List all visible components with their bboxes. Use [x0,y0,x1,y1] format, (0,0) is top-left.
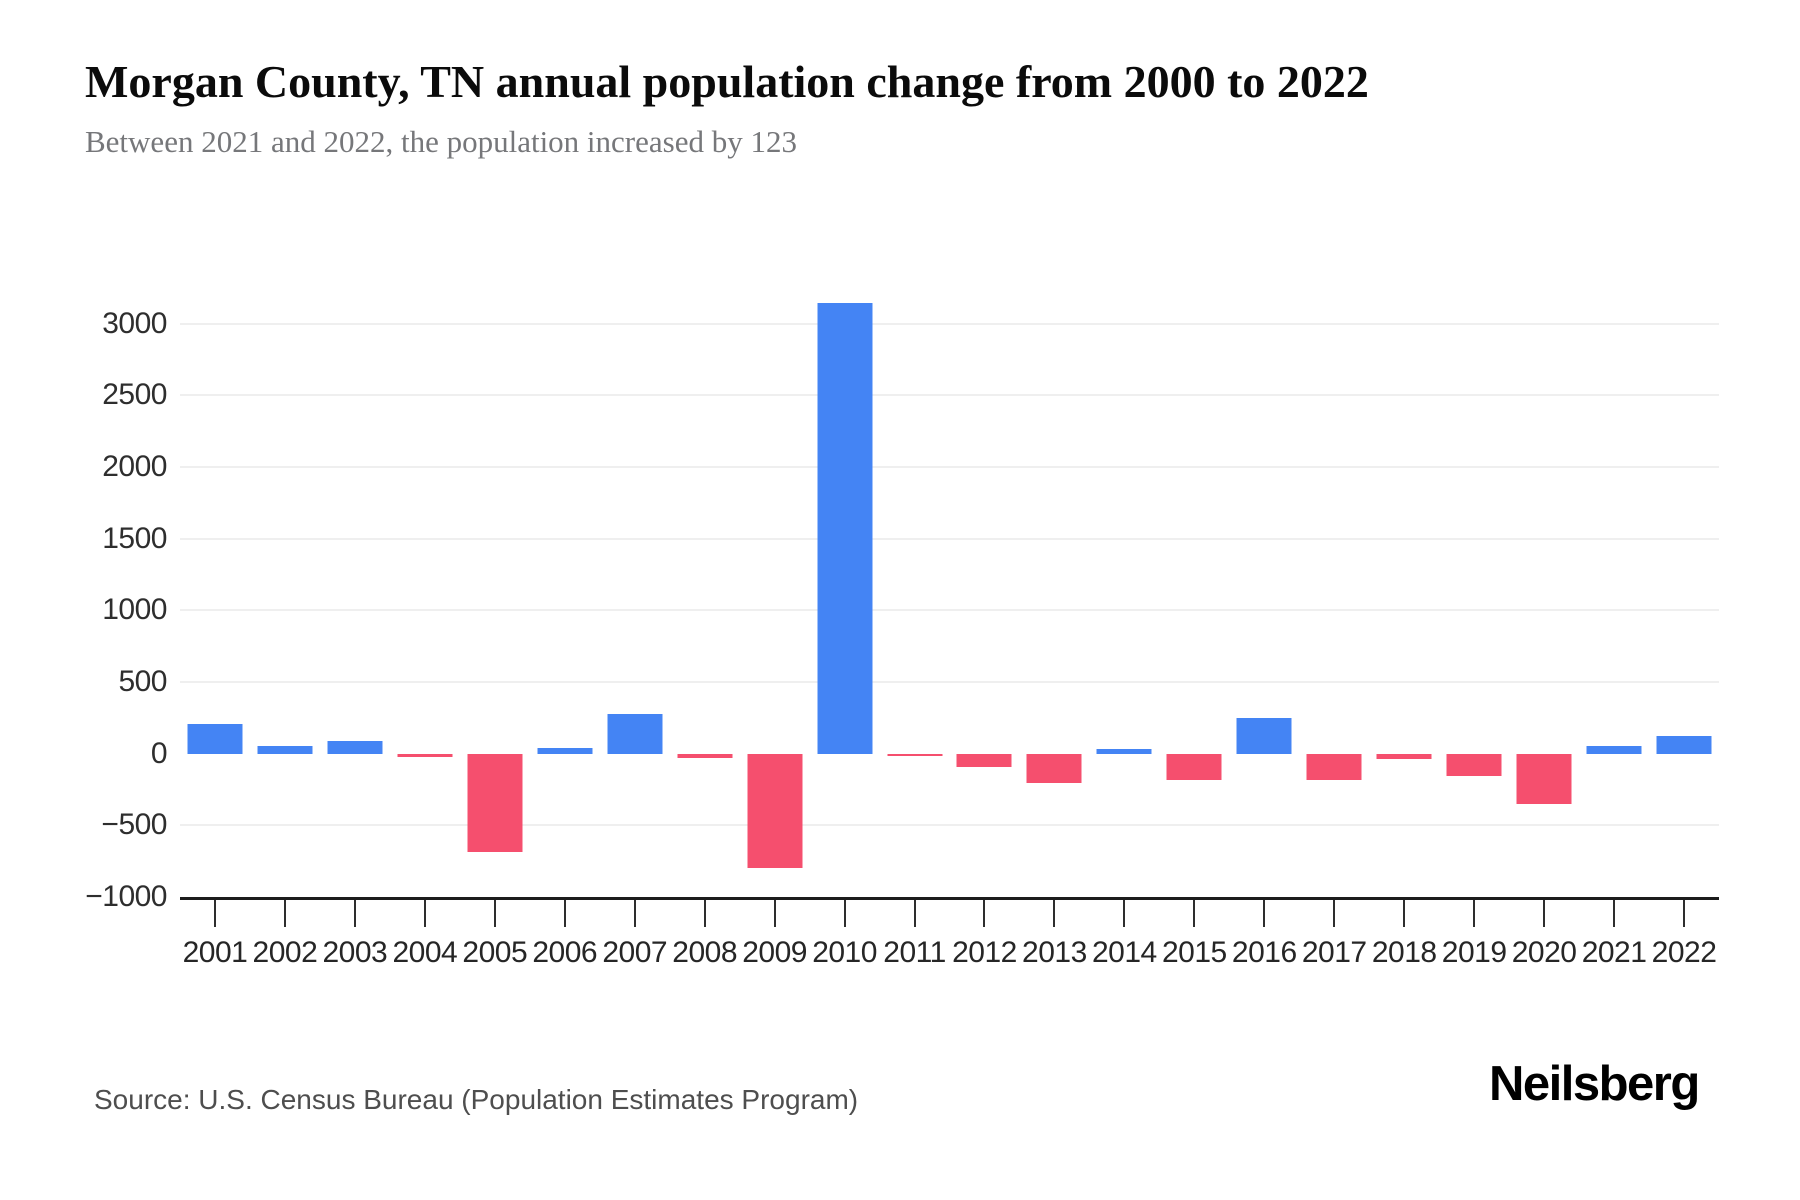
bar-2013[interactable] [1026,753,1082,784]
x-tick-label-2010: 2010 [812,936,877,969]
x-tick-2005 [493,900,496,927]
x-tick-2014 [1123,900,1126,927]
x-axis-ticks [180,900,1719,930]
x-tick-label-2017: 2017 [1301,936,1367,969]
y-tick-label-2500: 2500 [102,378,167,412]
x-tick-label-2022: 2022 [1651,936,1717,969]
x-tick-label-2006: 2006 [532,936,598,969]
x-tick-label-2005: 2005 [462,936,528,969]
x-tick-label-2003: 2003 [322,936,388,969]
x-tick-label-2018: 2018 [1371,936,1437,969]
x-tick-label-2001: 2001 [182,936,248,969]
y-tick-label-1500: 1500 [102,521,167,555]
x-tick-2008 [703,900,706,927]
x-tick-2009 [773,900,776,927]
x-tick-label-2011: 2011 [883,936,946,969]
y-tick-label--1000: −1000 [85,880,167,913]
bar-2016[interactable] [1236,717,1292,754]
bar-2020[interactable] [1516,753,1572,804]
bar-2022[interactable] [1656,736,1712,754]
y-tick-label-500: 500 [118,665,167,698]
x-tick-2022 [1683,900,1686,927]
gridline-2000 [180,466,1719,468]
x-tick-2019 [1473,900,1476,927]
x-tick-2015 [1193,900,1196,927]
x-tick-label-2016: 2016 [1231,936,1297,969]
source-attribution: Source: U.S. Census Bureau (Population E… [94,1084,859,1115]
bar-2005[interactable] [467,753,523,852]
x-tick-2021 [1613,900,1616,927]
x-tick-2007 [633,900,636,927]
x-tick-label-2015: 2015 [1161,936,1227,969]
y-axis-labels: 3000 2500 2000 1500 1000 500 0 −500 −1000 [0,295,168,913]
y-tick-label-3000: 3000 [102,306,167,340]
y-tick-label-0: 0 [150,736,168,770]
x-tick-2011 [913,900,916,927]
x-tick-2013 [1053,900,1056,927]
x-tick-2020 [1543,900,1546,927]
bar-2009[interactable] [747,753,803,869]
x-tick-label-2008: 2008 [672,936,738,969]
y-tick-label--500: −500 [101,808,167,842]
bar-2014[interactable] [1096,748,1152,754]
bar-2006[interactable] [537,747,593,754]
bar-2010[interactable] [817,302,873,754]
x-tick-2016 [1263,900,1266,927]
bar-2012[interactable] [956,753,1012,768]
bar-2015[interactable] [1166,753,1222,781]
x-tick-label-2013: 2013 [1022,936,1087,969]
bar-2004[interactable] [397,753,453,758]
plot-area [180,295,1719,897]
y-tick-label-1000: 1000 [102,593,167,627]
x-tick-2017 [1333,900,1336,927]
bar-2019[interactable] [1446,753,1502,776]
x-tick-2010 [843,900,846,927]
chart-subtitle: Between 2021 and 2022, the population in… [85,124,797,159]
x-tick-2006 [563,900,566,927]
x-tick-2003 [353,900,356,927]
x-tick-label-2021: 2021 [1581,936,1647,969]
neilsberg-logo: Neilsberg [1489,1057,1700,1111]
x-tick-label-2012: 2012 [952,936,1017,969]
gridline-1500 [180,537,1719,540]
x-tick-2001 [213,900,216,927]
bar-2001[interactable] [187,723,243,754]
x-tick-label-2004: 2004 [392,936,458,969]
x-tick-2002 [283,900,286,927]
x-tick-2004 [423,900,426,927]
y-tick-label-2000: 2000 [102,450,167,483]
bar-2008[interactable] [677,753,733,758]
bar-2017[interactable] [1306,753,1362,781]
x-tick-label-2014: 2014 [1092,936,1157,969]
x-tick-2018 [1403,900,1406,927]
x-tick-label-2020: 2020 [1511,936,1577,969]
gridline--500 [180,824,1719,827]
chart-title: Morgan County, TN annual population chan… [85,56,1369,107]
bar-2003[interactable] [327,741,383,754]
x-axis-labels: 2001 2002 2003 2004 2005 2006 2007 2008 2009 2010… [180,936,1719,976]
gridline-500 [180,681,1719,683]
x-tick-label-2009: 2009 [742,936,807,969]
bar-2021[interactable] [1586,745,1642,754]
x-axis-line [180,897,1719,900]
bar-2011[interactable] [887,753,943,756]
gridline-1000 [180,609,1719,612]
gridline-2500 [180,394,1719,397]
bar-2018[interactable] [1376,753,1432,759]
x-tick-label-2019: 2019 [1441,936,1507,969]
bar-2002[interactable] [257,745,313,754]
x-tick-2012 [983,900,986,927]
bar-2007[interactable] [607,713,663,754]
gridline-3000 [180,322,1719,325]
x-tick-label-2002: 2002 [252,936,318,969]
x-tick-label-2007: 2007 [602,936,668,969]
